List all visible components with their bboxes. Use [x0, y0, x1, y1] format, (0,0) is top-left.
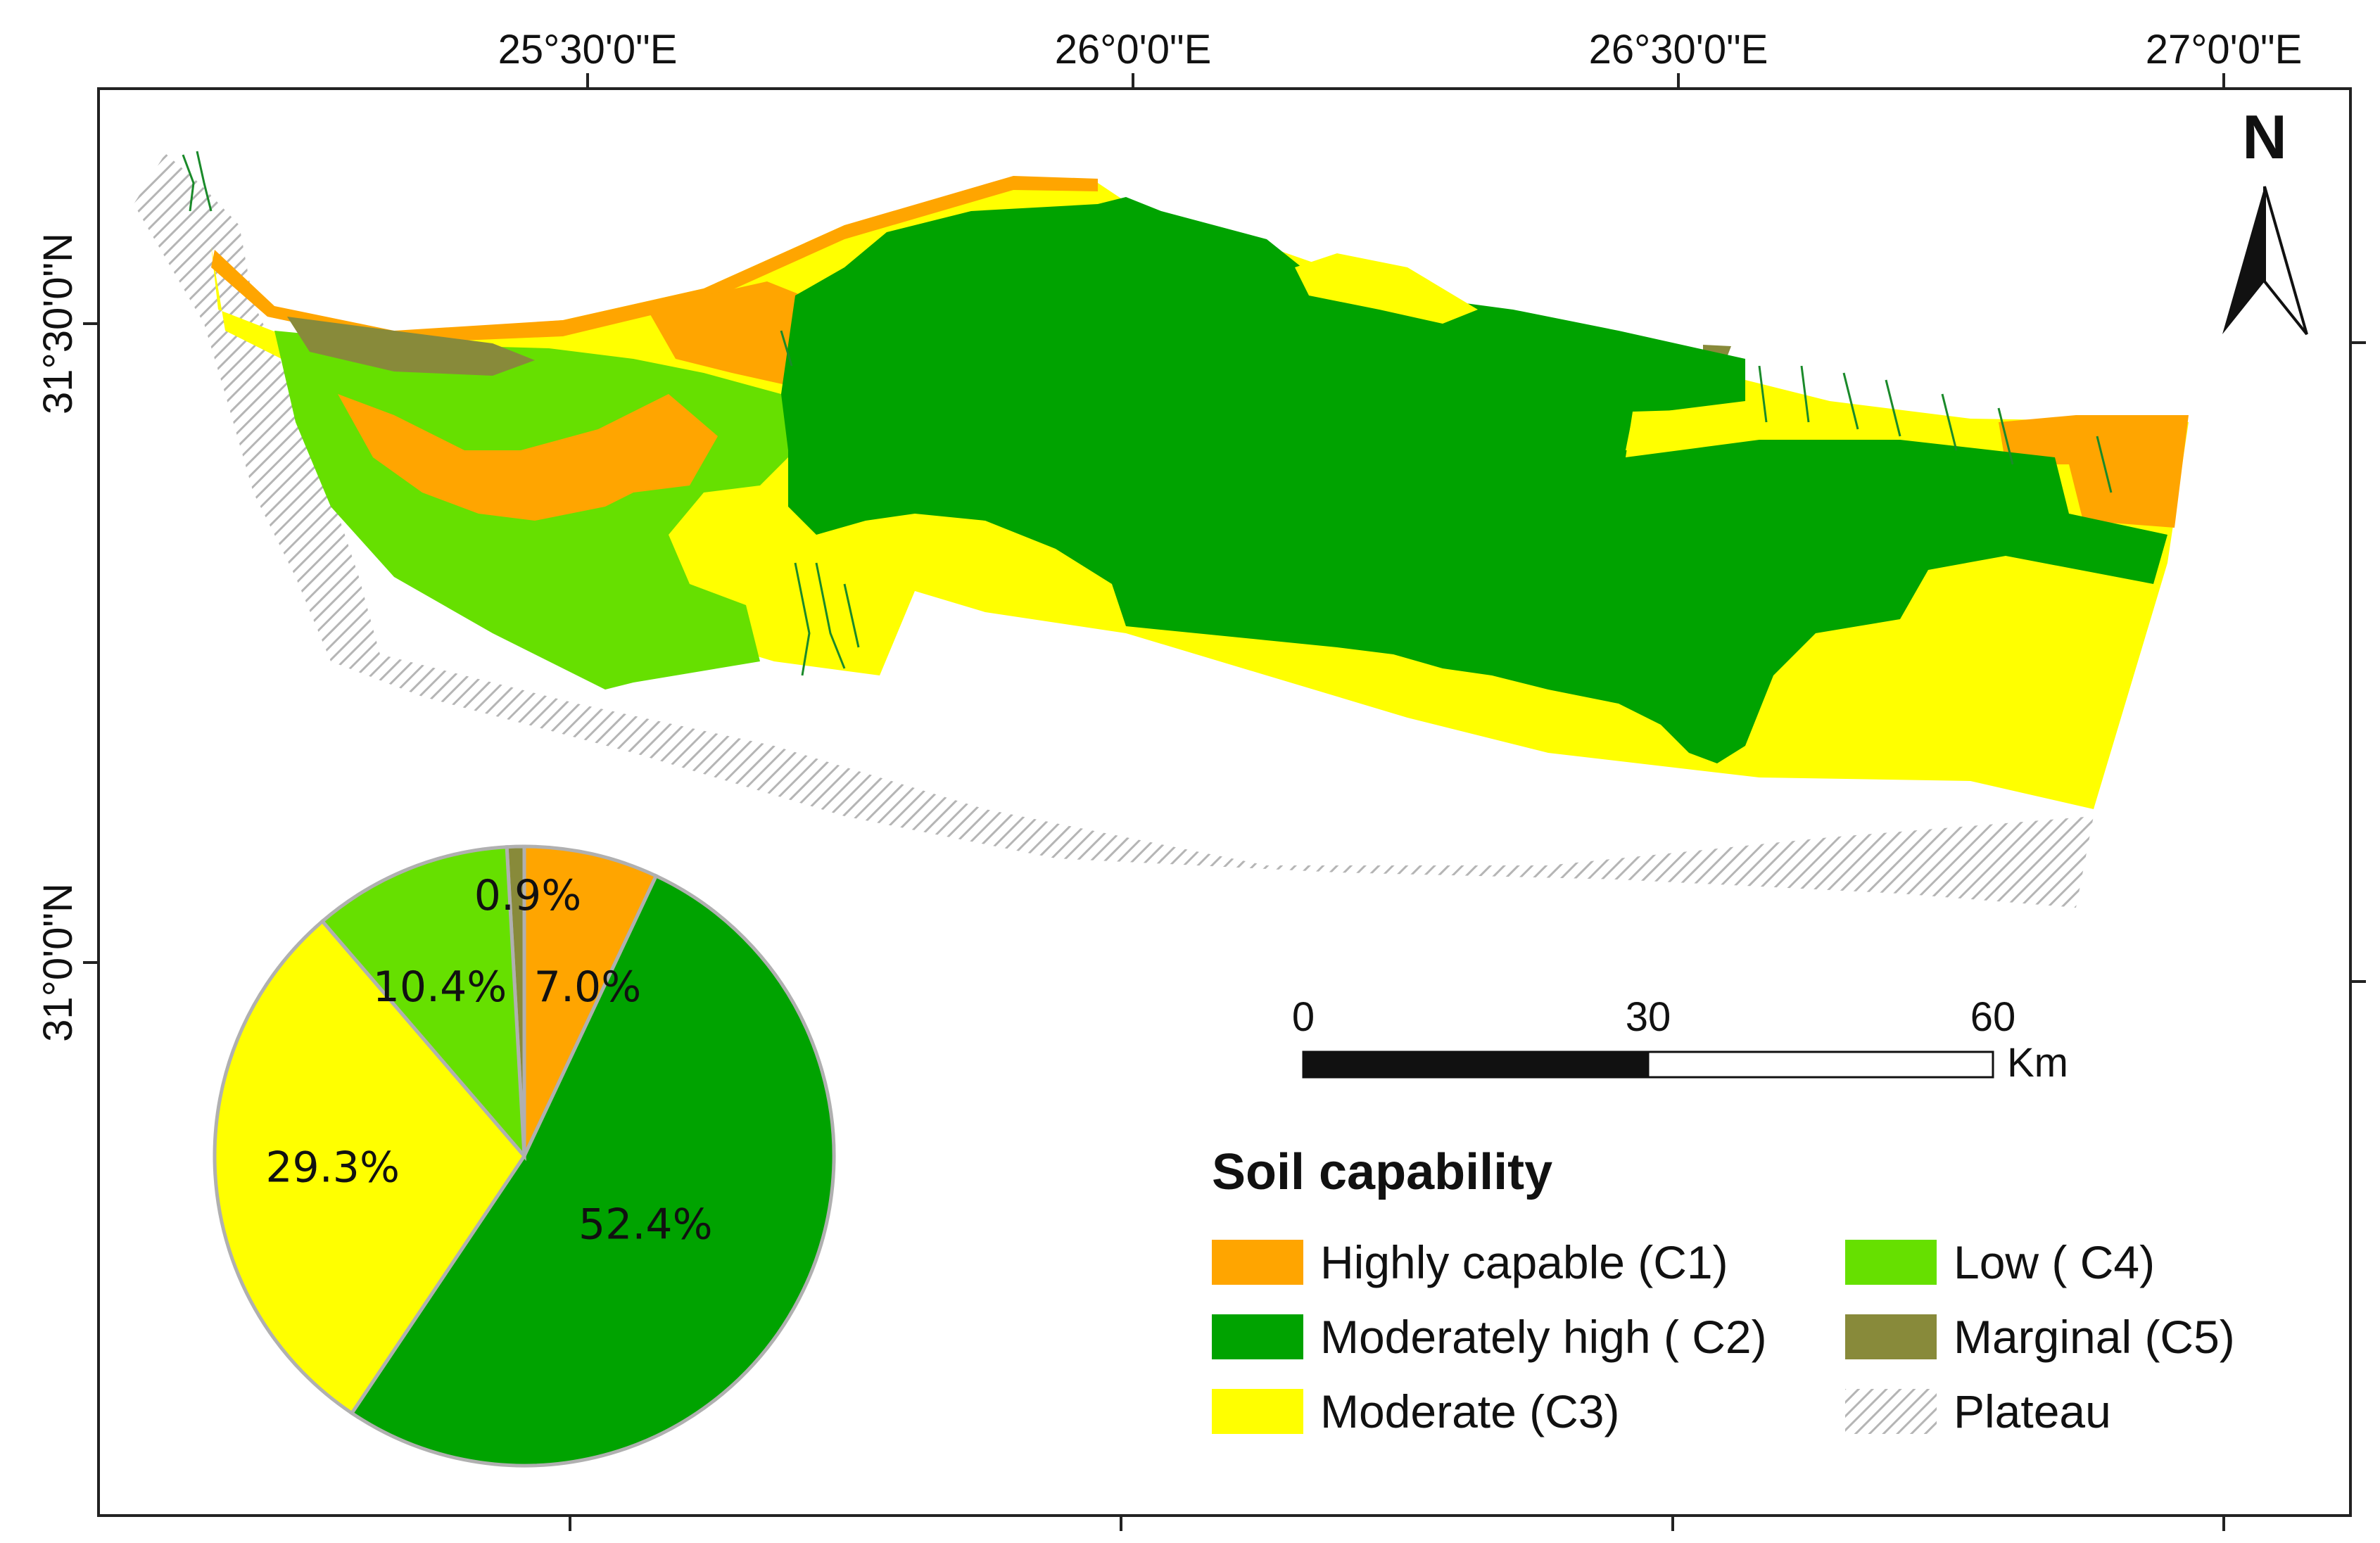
- pie-label-3: 29.3%: [265, 1143, 400, 1192]
- legend-swatch-c5: [1845, 1314, 1937, 1359]
- legend-label-c4: Low ( C4): [1954, 1236, 2155, 1288]
- lon-label-1: 25°30'0"E: [498, 27, 678, 72]
- lat-label-2: 31°0'0"N: [35, 883, 81, 1042]
- zone-c1-coastal: [211, 176, 1098, 343]
- legend-label-c5: Marginal (C5): [1954, 1311, 2235, 1363]
- pie-label-5: 0.9%: [474, 871, 581, 920]
- scale-tick-30: 30: [1626, 994, 1671, 1040]
- legend-swatch-c1: [1212, 1240, 1303, 1285]
- legend-label-c1: Highly capable (C1): [1320, 1236, 1728, 1288]
- zone-c1-mid: [647, 281, 816, 387]
- drainage-lines: [182, 151, 2113, 676]
- scale-tick-60: 60: [1970, 994, 2016, 1040]
- legend-label-c2: Moderately high ( C2): [1320, 1311, 1767, 1363]
- pie-label-4: 10.4%: [373, 963, 507, 1012]
- graticule-ticks: [83, 73, 2366, 1531]
- north-label: N: [2242, 102, 2287, 172]
- zone-c2-moderately-high: [781, 197, 2167, 763]
- pie-slice-3: [213, 918, 527, 1416]
- legend-title: Soil capability: [1212, 1144, 1552, 1200]
- lat-label-1: 31°30'0"N: [35, 233, 81, 414]
- zone-c3-patch-east: [1626, 401, 1745, 450]
- legend-label-c3: Moderate (C3): [1320, 1385, 1620, 1437]
- zone-c1-east: [1999, 415, 2189, 528]
- lon-label-3: 26°30'0"E: [1589, 27, 1768, 72]
- pie-slice-2: [349, 873, 836, 1468]
- lon-label-4: 27°0'0"E: [2146, 27, 2303, 72]
- pie-label-2: 52.4%: [578, 1200, 713, 1250]
- north-arrow-icon: N: [2222, 102, 2308, 336]
- zone-c1-west-lobe: [338, 394, 718, 521]
- scale-tick-0: 0: [1292, 994, 1315, 1040]
- pie-slice-4: [319, 845, 526, 1162]
- legend-swatch-c4: [1845, 1240, 1937, 1285]
- plateau-area: [134, 153, 2094, 908]
- legend-swatch-c3: [1212, 1389, 1303, 1434]
- zone-c5-marginal: [287, 317, 535, 376]
- lon-label-2: 26°0'0"E: [1055, 27, 1212, 72]
- legend-swatch-plateau: [1845, 1389, 1937, 1434]
- pie-slice-1: [522, 844, 659, 1157]
- legend: Soil capability Highly capable (C1) Mode…: [1212, 1144, 2235, 1437]
- legend-label-plateau: Plateau: [1954, 1385, 2111, 1437]
- scale-bar: 0 30 60 Km: [1292, 994, 2068, 1086]
- scale-unit: Km: [2007, 1040, 2068, 1086]
- pie-label-1: 7.0%: [534, 963, 641, 1012]
- soil-capability-pie-chart: 0.9% 7.0% 52.4% 29.3% 10.4%: [213, 844, 836, 1468]
- zone-c3-patch-north: [1295, 253, 1478, 324]
- legend-swatch-c2: [1212, 1314, 1303, 1359]
